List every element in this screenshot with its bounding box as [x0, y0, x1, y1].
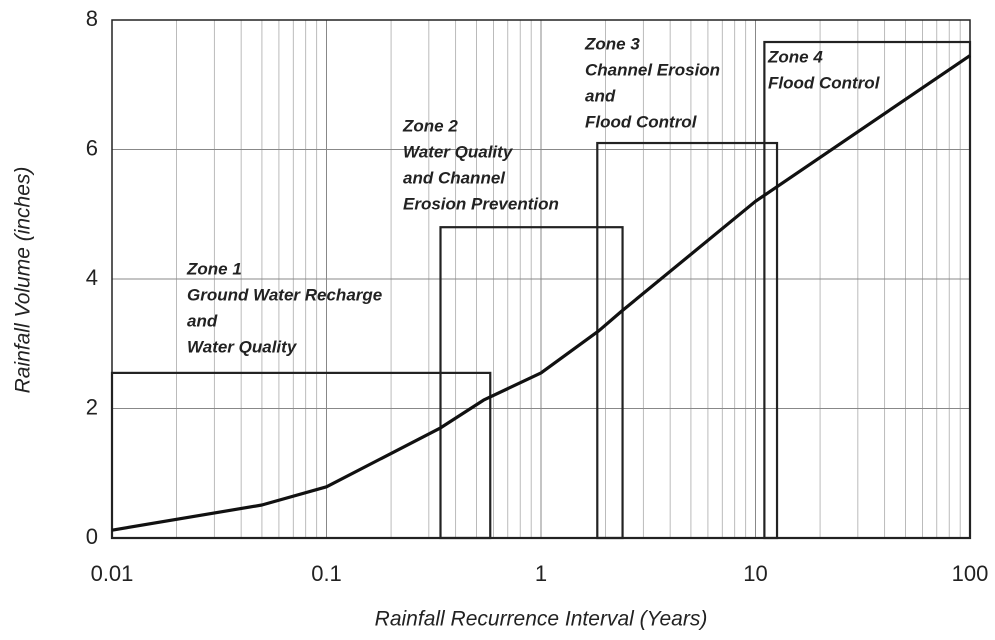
x-axis-label: Rainfall Recurrence Interval (Years) [375, 608, 708, 631]
zone-label: Water Quality [187, 337, 298, 356]
x-tick-label: 100 [952, 561, 989, 586]
x-tick-label: 1 [535, 561, 547, 586]
zone-box [596, 141, 779, 540]
y-tick-label: 2 [86, 394, 98, 419]
zone-label: Zone 2 [402, 116, 458, 135]
zone-label: Zone 3 [584, 34, 640, 53]
data-line [111, 54, 971, 532]
zone-label: and [585, 86, 616, 105]
zone-label: Ground Water Recharge [187, 285, 382, 304]
zone-label: Zone 1 [186, 259, 242, 278]
x-tick-label: 0.01 [91, 561, 134, 586]
zone-label: Water Quality [403, 142, 514, 161]
zone-label: Flood Control [768, 73, 881, 92]
x-tick-label: 0.1 [311, 561, 342, 586]
y-tick-label: 6 [86, 135, 98, 160]
zone-label: and Channel [403, 168, 506, 187]
y-tick-label: 0 [86, 524, 98, 549]
y-tick-label: 8 [86, 6, 98, 31]
zone-label: Channel Erosion [585, 60, 720, 79]
zone-box [439, 226, 624, 540]
y-axis-label: Rainfall Volume (inches) [12, 167, 35, 394]
zone-label: and [187, 311, 218, 330]
y-tick-label: 4 [86, 265, 98, 290]
zone-box [110, 371, 492, 540]
zone-box [763, 40, 972, 540]
zone-label: Erosion Prevention [403, 194, 559, 213]
zone-label: Zone 4 [767, 47, 823, 66]
x-tick-label: 10 [743, 561, 767, 586]
zone-label: Flood Control [585, 112, 698, 131]
